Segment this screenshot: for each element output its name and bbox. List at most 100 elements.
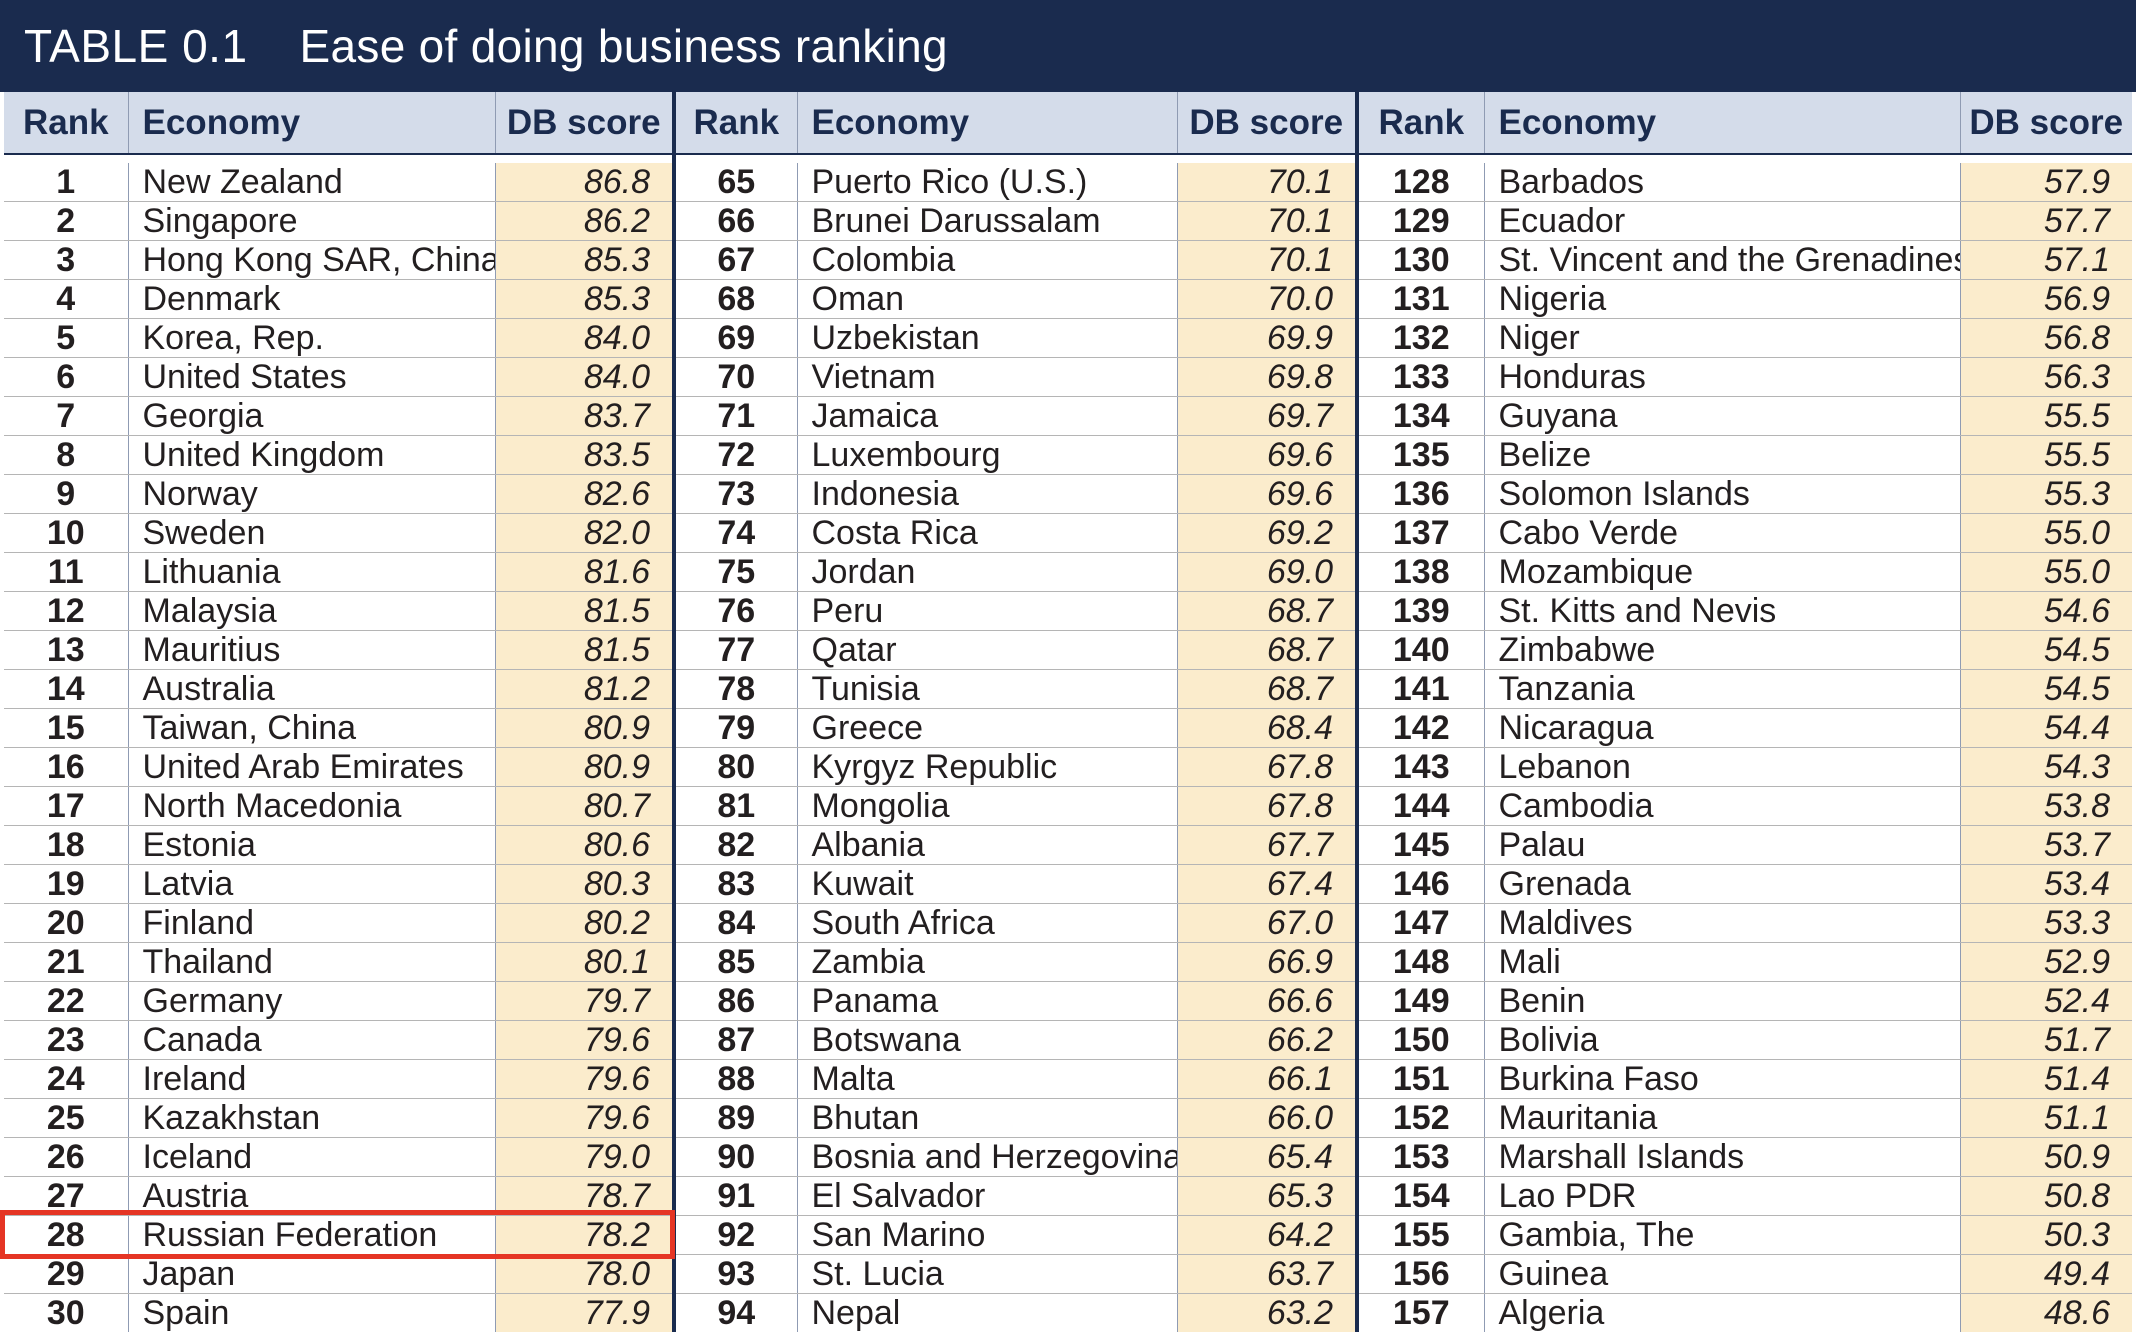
score-cell: 65.3 <box>1177 1176 1355 1217</box>
rank-cell: 69 <box>676 318 798 359</box>
score-cell: 81.2 <box>495 669 672 710</box>
table-row-highlighted: 28 Russian Federation 78.2 <box>4 1215 672 1256</box>
economy-cell: Malta <box>797 1059 1178 1100</box>
economy-cell: Burkina Faso <box>1484 1059 1961 1100</box>
score-cell: 63.7 <box>1177 1254 1355 1295</box>
economy-cell: Estonia <box>128 825 496 866</box>
economy-cell: Nicaragua <box>1484 708 1961 749</box>
rank-cell: 26 <box>4 1137 129 1178</box>
table-row: 3 Hong Kong SAR, China 85.3 <box>4 240 672 281</box>
table-row: 82 Albania 67.7 <box>676 825 1355 866</box>
table-row: 76 Peru 68.7 <box>676 591 1355 632</box>
rank-cell: 28 <box>4 1215 129 1256</box>
rank-cell: 86 <box>676 981 798 1022</box>
rank-cell: 130 <box>1359 240 1485 281</box>
economy-cell: Bosnia and Herzegovina <box>797 1137 1178 1178</box>
score-cell: 68.7 <box>1177 630 1355 671</box>
score-cell: 69.8 <box>1177 357 1355 398</box>
rank-cell: 134 <box>1359 396 1485 437</box>
table-row: 150 Bolivia 51.7 <box>1359 1020 2132 1061</box>
score-cell: 80.2 <box>495 903 672 944</box>
rank-cell: 135 <box>1359 435 1485 476</box>
rank-cell: 156 <box>1359 1254 1485 1295</box>
table-row: 8 United Kingdom 83.5 <box>4 435 672 476</box>
rank-cell: 13 <box>4 630 129 671</box>
score-cell: 84.0 <box>495 318 672 359</box>
table-row: 67 Colombia 70.1 <box>676 240 1355 281</box>
score-cell: 81.5 <box>495 630 672 671</box>
score-cell: 56.3 <box>1960 357 2132 398</box>
score-cell: 54.6 <box>1960 591 2132 632</box>
economy-cell: Panama <box>797 981 1178 1022</box>
rank-cell: 76 <box>676 591 798 632</box>
table-row: 30 Spain 77.9 <box>4 1293 672 1332</box>
score-cell: 54.3 <box>1960 747 2132 788</box>
rank-cell: 132 <box>1359 318 1485 359</box>
score-cell: 70.1 <box>1177 163 1355 203</box>
score-cell: 53.8 <box>1960 786 2132 827</box>
score-cell: 66.1 <box>1177 1059 1355 1100</box>
table-title: Ease of doing business ranking <box>299 20 948 72</box>
economy-cell: Benin <box>1484 981 1961 1022</box>
rank-cell: 133 <box>1359 357 1485 398</box>
score-cell: 64.2 <box>1177 1215 1355 1256</box>
score-cell: 77.9 <box>495 1293 672 1332</box>
economy-cell: St. Lucia <box>797 1254 1178 1295</box>
ranking-table-1: Rank Economy DB score 1 New Zealand 86.8 2 S… <box>4 92 672 1332</box>
table-row: 72 Luxembourg 69.6 <box>676 435 1355 476</box>
score-cell: 80.7 <box>495 786 672 827</box>
rank-cell: 9 <box>4 474 129 515</box>
ranking-panel-3: Rank Economy DB score 128 Barbados 57.9 129… <box>1355 92 2132 1332</box>
rank-cell: 77 <box>676 630 798 671</box>
rank-cell: 79 <box>676 708 798 749</box>
rank-cell: 89 <box>676 1098 798 1139</box>
ranking-panel-1: Rank Economy DB score 1 New Zealand 86.8 2 S… <box>4 92 672 1332</box>
economy-cell: Mauritius <box>128 630 496 671</box>
table-row: 68 Oman 70.0 <box>676 279 1355 320</box>
rank-cell: 68 <box>676 279 798 320</box>
economy-cell: Tanzania <box>1484 669 1961 710</box>
economy-cell: Russian Federation <box>128 1215 496 1256</box>
rank-cell: 82 <box>676 825 798 866</box>
economy-cell: Belize <box>1484 435 1961 476</box>
economy-cell: Singapore <box>128 201 496 242</box>
table-row: 2 Singapore 86.2 <box>4 201 672 242</box>
table-row: 132 Niger 56.8 <box>1359 318 2132 359</box>
rank-cell: 91 <box>676 1176 798 1217</box>
economy-cell: Australia <box>128 669 496 710</box>
rank-cell: 81 <box>676 786 798 827</box>
economy-cell: St. Vincent and the Grenadines <box>1484 240 1961 281</box>
score-cell: 53.4 <box>1960 864 2132 905</box>
table-row: 155 Gambia, The 50.3 <box>1359 1215 2132 1256</box>
rank-cell: 19 <box>4 864 129 905</box>
score-cell: 80.9 <box>495 747 672 788</box>
score-cell: 79.6 <box>495 1059 672 1100</box>
table-row: 129 Ecuador 57.7 <box>1359 201 2132 242</box>
table-row: 80 Kyrgyz Republic 67.8 <box>676 747 1355 788</box>
table-row: 78 Tunisia 68.7 <box>676 669 1355 710</box>
rank-cell: 25 <box>4 1098 129 1139</box>
table-row: 86 Panama 66.6 <box>676 981 1355 1022</box>
economy-cell: Brunei Darussalam <box>797 201 1178 242</box>
score-cell: 55.5 <box>1960 435 2132 476</box>
rank-cell: 5 <box>4 318 129 359</box>
table-row: 20 Finland 80.2 <box>4 903 672 944</box>
rank-cell: 149 <box>1359 981 1485 1022</box>
economy-cell: Sweden <box>128 513 496 554</box>
score-cell: 53.7 <box>1960 825 2132 866</box>
economy-cell: Niger <box>1484 318 1961 359</box>
economy-cell: Mongolia <box>797 786 1178 827</box>
economy-header: Economy <box>128 92 496 155</box>
score-cell: 69.2 <box>1177 513 1355 554</box>
table-row: 12 Malaysia 81.5 <box>4 591 672 632</box>
rank-cell: 7 <box>4 396 129 437</box>
table-row: 11 Lithuania 81.6 <box>4 552 672 593</box>
rank-cell: 71 <box>676 396 798 437</box>
table-row: 21 Thailand 80.1 <box>4 942 672 983</box>
table-row: 152 Mauritania 51.1 <box>1359 1098 2132 1139</box>
table-row: 145 Palau 53.7 <box>1359 825 2132 866</box>
score-cell: 52.9 <box>1960 942 2132 983</box>
score-cell: 80.3 <box>495 864 672 905</box>
rank-header: Rank <box>676 92 798 155</box>
rank-cell: 143 <box>1359 747 1485 788</box>
